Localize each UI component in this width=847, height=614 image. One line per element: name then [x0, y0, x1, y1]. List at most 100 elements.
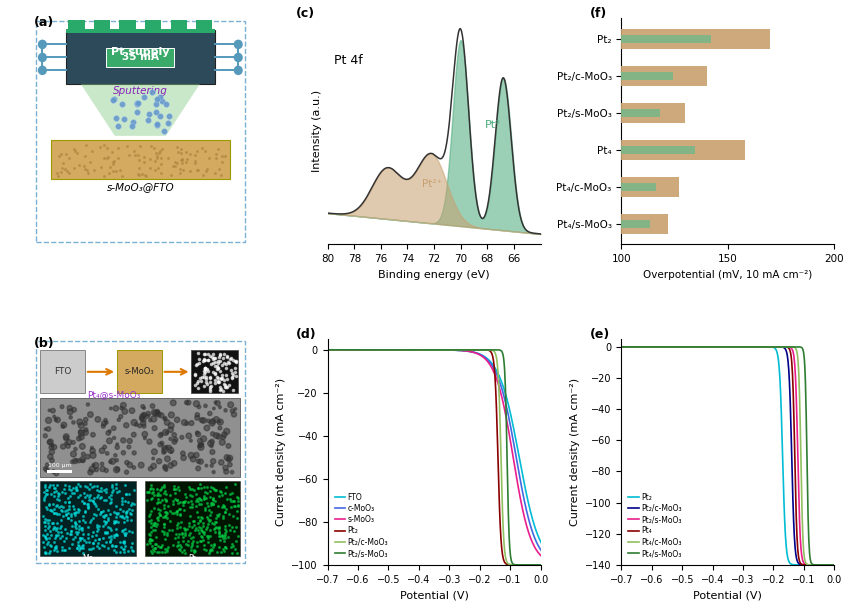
Point [196, 521, 209, 531]
Point [75, 497, 89, 507]
Point [144, 527, 158, 537]
Point [206, 447, 219, 457]
Bar [47, 470, 72, 473]
Pt₂/s-MoO₃ [667, 343, 678, 351]
Point [182, 431, 196, 441]
Point [213, 509, 226, 519]
Point [229, 363, 242, 373]
Point [178, 489, 191, 499]
Point [153, 510, 167, 519]
Point [202, 519, 215, 529]
Point [115, 499, 129, 509]
Point [75, 526, 89, 535]
Point [190, 507, 203, 517]
Point [203, 546, 217, 556]
Point [190, 360, 203, 370]
Point [211, 501, 224, 511]
Point [202, 355, 215, 365]
Point [199, 371, 213, 381]
Point [203, 351, 217, 361]
Pt₂/c-MoO₃ [465, 346, 475, 354]
Point [174, 148, 188, 158]
Pt₄/c-MoO₃ [610, 343, 620, 351]
Point [119, 489, 133, 499]
Point [193, 441, 207, 451]
Point [81, 529, 95, 539]
Point [141, 495, 154, 505]
Point [223, 358, 236, 368]
Point [39, 502, 53, 511]
Point [224, 542, 238, 551]
Point [58, 165, 72, 174]
Point [220, 351, 234, 361]
Point [175, 432, 189, 442]
Point [175, 155, 189, 165]
Point [188, 546, 202, 556]
Pt₂ [465, 346, 475, 354]
Point [170, 510, 184, 519]
Pt₄ [610, 343, 620, 351]
Point [144, 518, 158, 528]
Point [145, 541, 158, 551]
Point [216, 513, 230, 523]
Point [210, 361, 224, 371]
Point [144, 480, 158, 489]
Point [118, 529, 131, 538]
Point [47, 406, 60, 416]
Point [197, 527, 211, 537]
Point [98, 529, 112, 538]
Point [115, 513, 129, 523]
Point [37, 495, 51, 505]
Point [125, 515, 138, 525]
Point [218, 532, 231, 542]
Point [78, 488, 91, 497]
Point [38, 548, 52, 558]
Point [72, 160, 86, 170]
Point [89, 530, 102, 540]
Point [218, 524, 231, 534]
Point [227, 497, 241, 507]
Point [42, 500, 56, 510]
Point [42, 548, 55, 558]
Point [208, 354, 221, 363]
Point [69, 508, 82, 518]
FTO [465, 348, 475, 355]
Point [204, 482, 218, 492]
Point [150, 513, 163, 523]
Point [193, 537, 207, 546]
Pt₄ [833, 561, 843, 569]
Pt₂/s-MoO₃ [484, 346, 494, 354]
Line: Pt₂: Pt₂ [615, 347, 838, 565]
Point [216, 360, 230, 370]
Point [200, 513, 213, 523]
Point [151, 497, 164, 507]
Pt₂/c-MoO₃ [484, 346, 494, 354]
Point [121, 546, 135, 556]
Point [190, 541, 203, 551]
Pt₄ [667, 343, 678, 351]
Point [175, 528, 189, 538]
Point [158, 544, 172, 554]
Point [147, 520, 161, 530]
Point [51, 171, 64, 181]
Point [89, 535, 102, 545]
Point [157, 480, 170, 489]
Point [159, 427, 173, 437]
Point [58, 545, 71, 555]
Point [116, 537, 130, 547]
Point [224, 502, 238, 512]
Point [212, 523, 225, 533]
Point [41, 485, 54, 495]
Point [160, 513, 174, 523]
s-MoO₃ [465, 348, 475, 355]
Point [42, 482, 55, 492]
Line: Pt₂/c-MoO₃: Pt₂/c-MoO₃ [322, 350, 544, 565]
Point [197, 434, 210, 444]
Point [207, 367, 220, 376]
Point [86, 496, 100, 506]
Point [107, 156, 120, 166]
Point [149, 107, 163, 117]
Point [110, 530, 124, 540]
Point [225, 373, 239, 383]
Point [50, 546, 64, 556]
